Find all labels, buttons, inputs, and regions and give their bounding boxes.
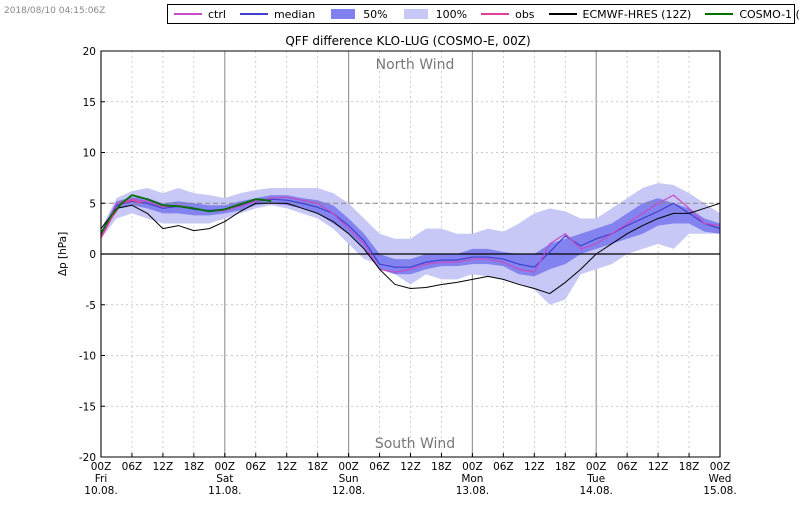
- x-tick-label: 06Z: [245, 461, 266, 473]
- legend-label: ctrl: [208, 7, 226, 21]
- x-tick-label: 18Z: [555, 461, 576, 473]
- timestamp: 2018/08/10 04:15:06Z: [4, 6, 106, 16]
- x-tick-label: 06Z: [122, 461, 143, 473]
- x-tick-label: 12Z: [276, 461, 297, 473]
- x-tick-label: 18Z: [679, 461, 700, 473]
- legend-label: ECMWF-HRES (12Z): [582, 7, 692, 21]
- legend-swatch: [548, 9, 577, 19]
- annotation-top: North Wind: [376, 57, 455, 73]
- legend-item: median: [239, 7, 316, 21]
- y-tick-label: 5: [89, 198, 96, 210]
- legend-swatch: [239, 9, 268, 19]
- x-tick-label: 12Z: [648, 461, 669, 473]
- y-tick-label: -15: [79, 401, 96, 413]
- legend-item: ctrl: [174, 8, 226, 21]
- legend-item: ECMWF-HRES (12Z): [548, 7, 692, 21]
- x-tick-label: 00Z: [586, 461, 607, 473]
- chart-title: QFF difference KLO-LUG (COSMO-E, 00Z): [285, 34, 530, 48]
- x-tick-label: 18Z: [431, 461, 452, 473]
- x-tick-day: Mon: [461, 473, 483, 485]
- x-tick-date: 10.08.: [84, 485, 117, 497]
- x-tick-label: 00Z: [215, 461, 236, 473]
- legend-label: 50%: [363, 7, 388, 21]
- y-tick-label: -20: [79, 452, 96, 464]
- legend-swatch: [705, 9, 734, 19]
- x-tick-day: Sat: [216, 473, 233, 485]
- legend-label: median: [273, 7, 316, 21]
- x-tick-label: 12Z: [153, 461, 174, 473]
- legend-swatch: [174, 9, 202, 19]
- y-tick-label: -10: [79, 351, 96, 363]
- x-tick-day: Wed: [709, 473, 732, 485]
- x-tick-label: 18Z: [307, 461, 328, 473]
- legend-label: obs: [515, 7, 535, 21]
- y-tick-label: 15: [83, 97, 96, 109]
- x-tick-label: 12Z: [524, 461, 545, 473]
- x-tick-label: 00Z: [338, 461, 359, 473]
- x-tick-day: Tue: [586, 473, 605, 485]
- x-tick-date: 15.08.: [703, 485, 736, 497]
- series-line-cosmo-1-00z-: [100, 194, 272, 235]
- x-tick-date: 14.08.: [579, 485, 612, 497]
- x-tick-label: 00Z: [91, 461, 112, 473]
- y-axis-label: Δp [hPa]: [57, 232, 69, 276]
- x-tick-label: 12Z: [400, 461, 421, 473]
- x-tick-label: 06Z: [369, 461, 390, 473]
- band-50: [101, 195, 720, 277]
- y-tick-label: -5: [86, 300, 96, 312]
- legend: ctrl median 50% 100% obs ECMWF-HRES (12Z) COSM…: [167, 4, 800, 24]
- y-tick-label: 20: [83, 46, 96, 58]
- legend-swatch: [329, 9, 357, 19]
- legend-item: 100%: [402, 8, 467, 21]
- x-tick-date: 13.08.: [456, 485, 489, 497]
- band-100: [101, 182, 720, 305]
- legend-label: 100%: [435, 7, 468, 21]
- y-tick-label: 0: [89, 249, 96, 261]
- y-tick-label: 10: [83, 148, 96, 160]
- legend-item: COSMO-1 (00Z): [705, 8, 800, 21]
- x-tick-day: Sun: [339, 473, 359, 485]
- x-tick-day: Fri: [95, 473, 108, 485]
- legend-label: COSMO-1 (00Z): [739, 7, 800, 21]
- series-line-ecmwf-hres-12z-: [100, 202, 721, 295]
- x-tick-label: 06Z: [617, 461, 638, 473]
- x-tick-label: 18Z: [184, 461, 205, 473]
- annotation-bottom: South Wind: [375, 436, 455, 452]
- legend-item: obs: [481, 7, 535, 21]
- x-tick-date: 11.08.: [208, 485, 241, 497]
- x-tick-date: 12.08.: [332, 485, 365, 497]
- x-tick-label: 00Z: [462, 461, 483, 473]
- x-tick-label: 06Z: [493, 461, 514, 473]
- x-tick-label: 00Z: [710, 461, 731, 473]
- legend-item: 50%: [329, 7, 388, 21]
- legend-swatch: [481, 9, 510, 19]
- legend-swatch: [402, 9, 430, 19]
